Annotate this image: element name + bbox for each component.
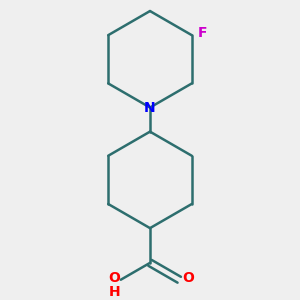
Text: F: F xyxy=(198,26,207,40)
Text: N: N xyxy=(144,100,156,115)
Text: O: O xyxy=(109,271,120,285)
Text: H: H xyxy=(109,285,120,299)
Text: O: O xyxy=(182,271,194,285)
